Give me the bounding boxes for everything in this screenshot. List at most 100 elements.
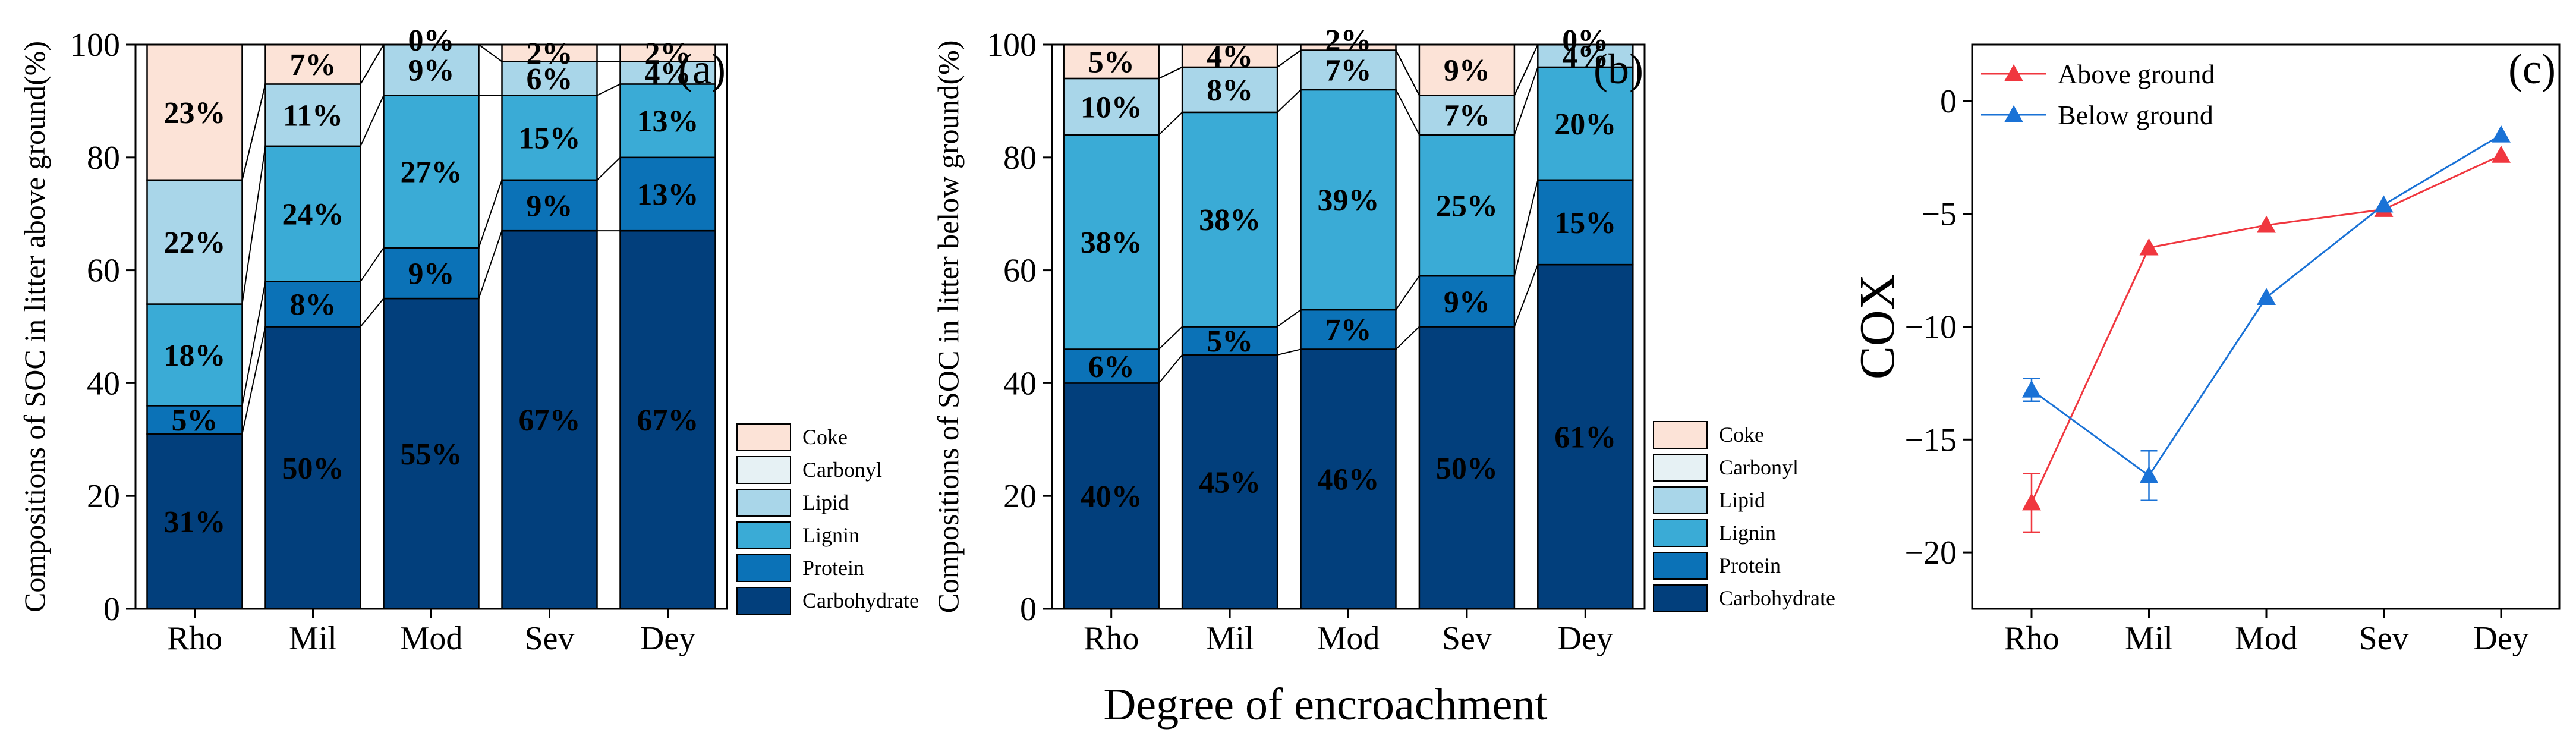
- panel-letter: (a): [678, 45, 726, 93]
- segment-label: 13%: [637, 178, 699, 212]
- segment-label: 5%: [1207, 325, 1253, 359]
- connector-line: [1277, 348, 1301, 356]
- y-axis-label: Compositions of SOC in litter below grou…: [931, 40, 965, 614]
- bar-segment: [383, 297, 480, 610]
- bar-segment: [501, 61, 598, 96]
- bar-segment: [383, 247, 480, 300]
- legend-marker: [2004, 105, 2023, 122]
- legend-swatch: [1653, 552, 1708, 580]
- segment-label: 18%: [164, 339, 226, 373]
- segment-label: 7%: [1325, 54, 1372, 88]
- shared-xlabel: Degree of encroachment: [1104, 680, 1548, 730]
- x-tick-label: Mil: [1206, 620, 1254, 657]
- series-above-ground: [2022, 146, 2511, 533]
- series-line: [2031, 134, 2502, 477]
- legend-swatch: [1653, 519, 1708, 547]
- x-tick-label: Mil: [2125, 620, 2173, 657]
- connector-line: [360, 298, 385, 328]
- segment-label: 9%: [1444, 285, 1490, 319]
- connector-line: [1277, 89, 1302, 113]
- segment-label: 5%: [1088, 45, 1135, 79]
- segment-label: 0%: [408, 24, 455, 58]
- segment-label: 0%: [1562, 24, 1608, 58]
- panel-letter: (b): [1594, 45, 1643, 93]
- y-tick-label: −20: [1904, 535, 1957, 571]
- bar-segment: [501, 179, 598, 232]
- segment-label: 2%: [527, 37, 573, 71]
- connector-line: [1277, 49, 1302, 68]
- panel-c: 0 −5 −10 −15 −20 Rho Mil Mod Sev Dey COX (c) Above g…: [1850, 43, 2561, 657]
- segment-label: 6%: [527, 62, 573, 96]
- segment-label: 22%: [164, 226, 226, 260]
- legend-swatch: [736, 456, 791, 484]
- segment-label: 10%: [1081, 90, 1142, 124]
- legend-swatch: [1653, 454, 1708, 482]
- bar-segment: [501, 229, 598, 610]
- y-tick-label: 20: [1003, 478, 1037, 515]
- data-point: [2492, 146, 2511, 163]
- legend-label: Lignin: [802, 523, 859, 547]
- connector-line: [1158, 354, 1183, 384]
- segment-label: 7%: [1444, 99, 1490, 133]
- connector-line: [478, 44, 503, 62]
- segment-label: 2%: [645, 37, 691, 71]
- segment-label: 50%: [282, 452, 344, 486]
- connector-line: [1158, 67, 1183, 79]
- legend-label: Protein: [802, 556, 864, 580]
- segment-label: 5%: [172, 404, 218, 438]
- y-axis-label: COX: [1850, 274, 1905, 379]
- bar-segment: [146, 303, 243, 407]
- x-tick-label: Rho: [167, 620, 222, 657]
- x-tick-label: Sev: [1442, 620, 1492, 657]
- legend-label: Below ground: [2058, 100, 2213, 130]
- connector-line: [360, 247, 385, 282]
- connector-line: [1513, 44, 1539, 96]
- segment-label: 4%: [645, 56, 691, 90]
- legend-swatch: [1653, 584, 1708, 612]
- segment-label: 27%: [401, 156, 462, 190]
- segment-label: 15%: [1554, 206, 1616, 240]
- segment-label: 46%: [1318, 463, 1380, 497]
- bar-segment: [1063, 134, 1160, 350]
- y-tick-label: 100: [987, 27, 1037, 64]
- bar-segment: [1418, 275, 1516, 328]
- legend-label: Lipid: [1719, 488, 1765, 512]
- y-axis-label: Compositions of SOC in litter above grou…: [18, 41, 51, 612]
- y-tick-label: 60: [87, 253, 120, 290]
- x-tick-label: Dey: [1558, 620, 1613, 657]
- connector-line: [1395, 50, 1420, 96]
- segment-label: 13%: [637, 105, 699, 139]
- data-point: [2257, 215, 2276, 233]
- series-carbohydrate: [146, 229, 716, 610]
- x-tick-label: Rho: [1084, 620, 1139, 657]
- series-protein: [1063, 179, 1634, 384]
- legend-label: Lipid: [802, 491, 849, 514]
- bar-segment: [1181, 66, 1278, 114]
- connector-line: [1513, 180, 1539, 276]
- segment-label: 20%: [1554, 108, 1616, 142]
- data-point: [2139, 238, 2159, 256]
- connector-lines: [241, 44, 621, 435]
- segment-label: 40%: [1081, 480, 1142, 514]
- segment-label: 50%: [1436, 452, 1498, 486]
- connector-line: [241, 326, 266, 435]
- segment-label: 55%: [401, 438, 462, 471]
- bar-segment: [146, 43, 243, 181]
- legend: Coke Carbonyl Lipid Lignin Protein Carbohydra…: [736, 423, 919, 615]
- x-tick-label: Dey: [640, 620, 695, 657]
- legend-swatch: [736, 521, 791, 549]
- y-tick-label: 40: [1003, 365, 1037, 402]
- bar-segment: [146, 433, 243, 610]
- series-lignin: [146, 83, 716, 407]
- connector-line: [1277, 309, 1302, 328]
- x-tick-label: Mil: [289, 620, 337, 657]
- series-coke: [1063, 43, 1516, 96]
- bar-segment: [264, 145, 361, 282]
- bar-segment: [619, 83, 716, 159]
- bar-segment: [619, 61, 716, 85]
- bar-segment: [1181, 43, 1278, 68]
- segment-label: 6%: [1088, 350, 1135, 384]
- series-below-ground: [2022, 125, 2511, 502]
- x-tick-label: Mod: [1317, 620, 1380, 657]
